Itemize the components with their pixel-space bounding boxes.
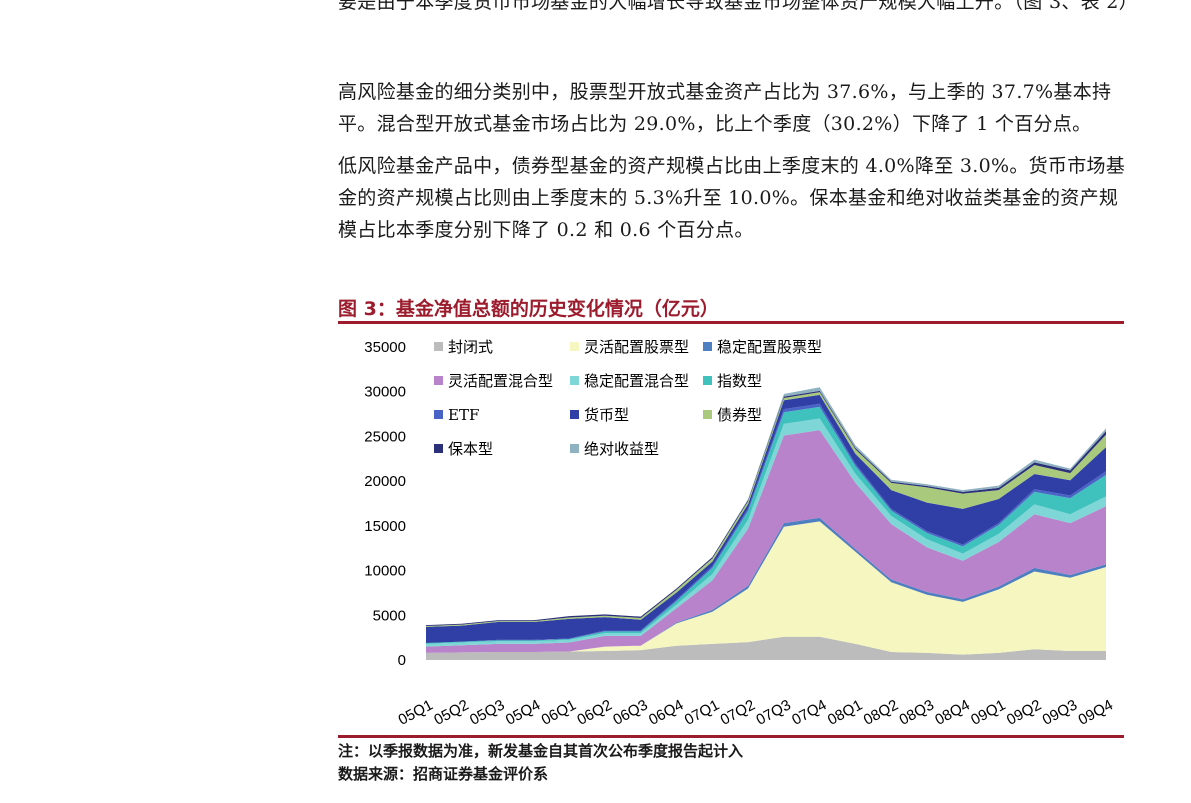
area-series-0 xyxy=(426,636,1106,660)
x-tick-label: 09Q4 xyxy=(1075,697,1115,729)
y-axis: 0 5000 10000 15000 20000 25000 30000 35000 xyxy=(364,339,406,669)
figure-bottom-rule xyxy=(338,735,1124,738)
x-tick-label: 08Q4 xyxy=(932,697,972,729)
legend-swatch xyxy=(703,342,712,351)
area-series-1 xyxy=(426,521,1106,655)
y-tick-label: 20000 xyxy=(364,473,406,490)
area-series-7 xyxy=(426,394,1106,644)
figure-source: 数据来源：招商证券基金评价系 xyxy=(338,765,549,783)
y-tick-label: 30000 xyxy=(364,384,406,401)
x-tick-label: 08Q1 xyxy=(825,697,865,729)
legend-swatch xyxy=(434,444,443,453)
legend-swatch xyxy=(434,376,443,385)
x-axis: 05Q105Q205Q305Q406Q106Q206Q306Q407Q107Q2… xyxy=(395,697,1115,729)
legend-swatch xyxy=(570,444,579,453)
chart-areas xyxy=(426,387,1106,660)
legend-label: ETF xyxy=(448,406,479,424)
x-tick-label: 05Q4 xyxy=(503,697,543,729)
x-tick-label: 06Q3 xyxy=(610,697,650,729)
legend-swatch xyxy=(570,342,579,351)
x-tick-label: 08Q2 xyxy=(861,697,901,729)
legend-label: 灵活配置股票型 xyxy=(584,338,689,356)
legend-label: 货币型 xyxy=(584,406,629,424)
x-tick-label: 07Q2 xyxy=(718,697,758,729)
area-series-3 xyxy=(426,430,1106,653)
x-tick-label: 08Q3 xyxy=(897,697,937,729)
y-tick-label: 10000 xyxy=(364,563,406,580)
legend-label: 保本型 xyxy=(448,440,493,458)
x-tick-label: 06Q1 xyxy=(539,697,579,729)
legend-label: 封闭式 xyxy=(448,338,493,356)
x-tick-label: 09Q1 xyxy=(968,697,1008,729)
legend-label: 指数型 xyxy=(717,372,762,390)
legend-swatch xyxy=(570,410,579,419)
legend-swatch xyxy=(703,410,712,419)
legend-label: 稳定配置混合型 xyxy=(584,372,689,390)
figure-note: 注：以季报数据为准，新发基金自其首次公布季度报告起计入 xyxy=(338,742,744,760)
x-tick-label: 06Q2 xyxy=(574,697,614,729)
legend-swatch xyxy=(434,342,443,351)
x-tick-label: 05Q2 xyxy=(431,697,471,729)
x-tick-label: 09Q3 xyxy=(1040,697,1080,729)
low-risk-paragraph: 低风险基金产品中，债券型基金的资产规模占比由上季度末的 4.0%降至 3.0%。… xyxy=(338,155,1126,241)
x-tick-label: 05Q3 xyxy=(467,697,507,729)
y-tick-label: 25000 xyxy=(364,428,406,445)
intro-paragraph: 要是由于本季度货币市场基金的大幅增长导致基金市场整体资产规模大幅上升。（图 3、… xyxy=(338,0,1138,13)
x-tick-label: 07Q1 xyxy=(682,697,722,729)
figure-title: 图 3：基金净值总额的历史变化情况（亿元） xyxy=(338,298,719,320)
figure-top-rule xyxy=(338,321,1124,324)
stacked-area-chart: 0 5000 10000 15000 20000 25000 30000 35000 05Q1… xyxy=(364,338,1116,729)
x-tick-label: 06Q4 xyxy=(646,697,686,729)
y-tick-label: 5000 xyxy=(373,607,406,624)
y-tick-label: 15000 xyxy=(364,518,406,535)
x-tick-label: 07Q4 xyxy=(789,697,829,729)
y-tick-label: 35000 xyxy=(364,339,406,356)
high-risk-paragraph: 高风险基金的细分类别中，股票型开放式基金资产占比为 37.6%，与上季的 37.… xyxy=(338,81,1112,135)
legend-label: 绝对收益型 xyxy=(584,440,659,458)
x-tick-label: 07Q3 xyxy=(753,697,793,729)
x-tick-label: 09Q2 xyxy=(1004,697,1044,729)
legend-label: 稳定配置股票型 xyxy=(717,338,822,356)
y-tick-label: 0 xyxy=(398,652,406,669)
legend-swatch xyxy=(434,410,443,419)
legend-swatch xyxy=(703,376,712,385)
legend-label: 灵活配置混合型 xyxy=(448,372,553,390)
x-tick-label: 05Q1 xyxy=(395,697,435,729)
legend-swatch xyxy=(570,376,579,385)
legend-label: 债券型 xyxy=(717,406,762,424)
